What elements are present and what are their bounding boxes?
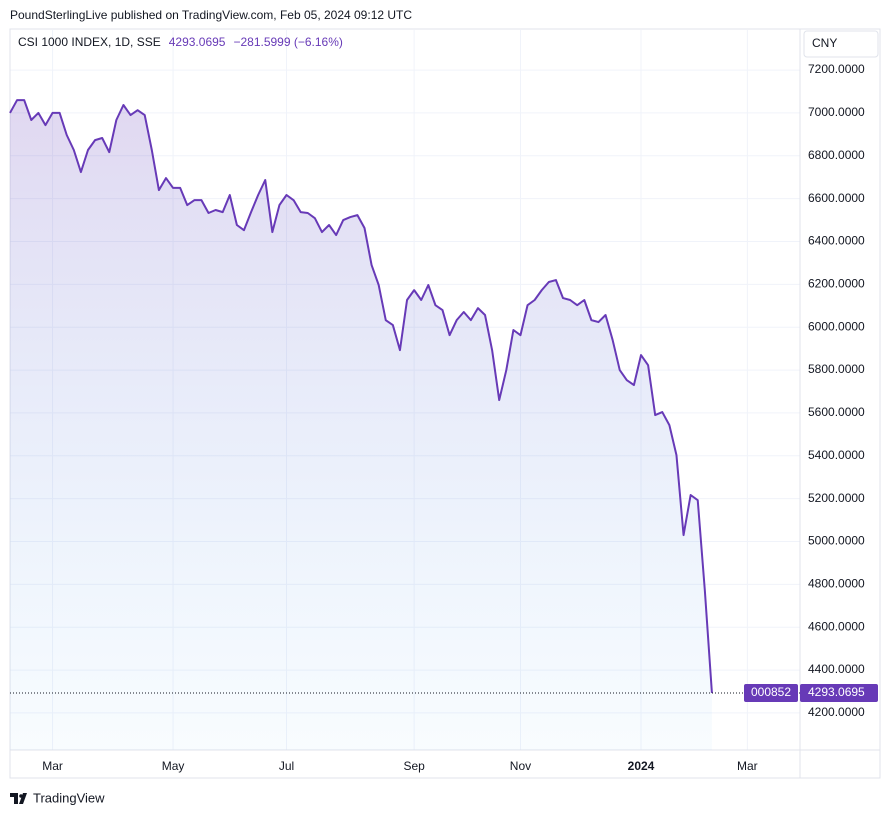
legend: CSI 1000 INDEX, 1D, SSE 4293.0695 −281.5… [18,35,343,49]
x-tick-label: Mar [737,759,758,773]
header: PoundSterlingLive published on TradingVi… [10,8,412,22]
y-tick-label: 4800.0000 [808,577,865,591]
legend-change: −281.5999 (−6.16%) [233,35,342,49]
y-tick-label: 4200.0000 [808,705,865,719]
logo-dot [19,794,23,798]
currency[interactable]: CNY [812,36,837,50]
legend-last: 4293.0695 [169,35,226,49]
x-tick-label: 2024 [628,759,655,773]
x-tick-label: Sep [403,759,425,773]
x-tick-label: Jul [279,759,294,773]
y-tick-label: 5600.0000 [808,405,865,419]
y-tick-label: 5800.0000 [808,362,865,376]
plot: 000852 4293.0695 [9,99,878,751]
symbol-badge [744,683,798,702]
symbol-label: 000852 [751,685,791,699]
price-badge [800,683,878,702]
x-tick-label: Nov [510,759,531,773]
legend-name: CSI 1000 INDEX, 1D, SSE [18,35,161,49]
y-tick-label: 5000.0000 [808,534,865,548]
footer: TradingView [33,790,105,805]
y-tick-label: 6200.0000 [808,277,865,291]
x-tick-label: May [162,759,185,773]
x-tick-label: Mar [42,759,63,773]
area [10,100,712,751]
y-tick-label: 6000.0000 [808,319,865,333]
y-tick-label: 6600.0000 [808,191,865,205]
logo: TradingView [10,790,105,805]
y-tick-label: 6400.0000 [808,234,865,248]
y-tick-label: 4400.0000 [808,662,865,676]
logo-icon [10,793,27,804]
y-tick-label: 5400.0000 [808,448,865,462]
y-tick-label: 6800.0000 [808,148,865,162]
y-tick-label: 5200.0000 [808,491,865,505]
line [9,99,713,694]
y-tick-label: 7000.0000 [808,105,865,119]
price-label: 4293.0695 [808,685,865,699]
y-tick-label: 4600.0000 [808,619,865,633]
currency-box[interactable] [803,30,879,58]
y-tick-label: 7200.0000 [808,62,865,76]
